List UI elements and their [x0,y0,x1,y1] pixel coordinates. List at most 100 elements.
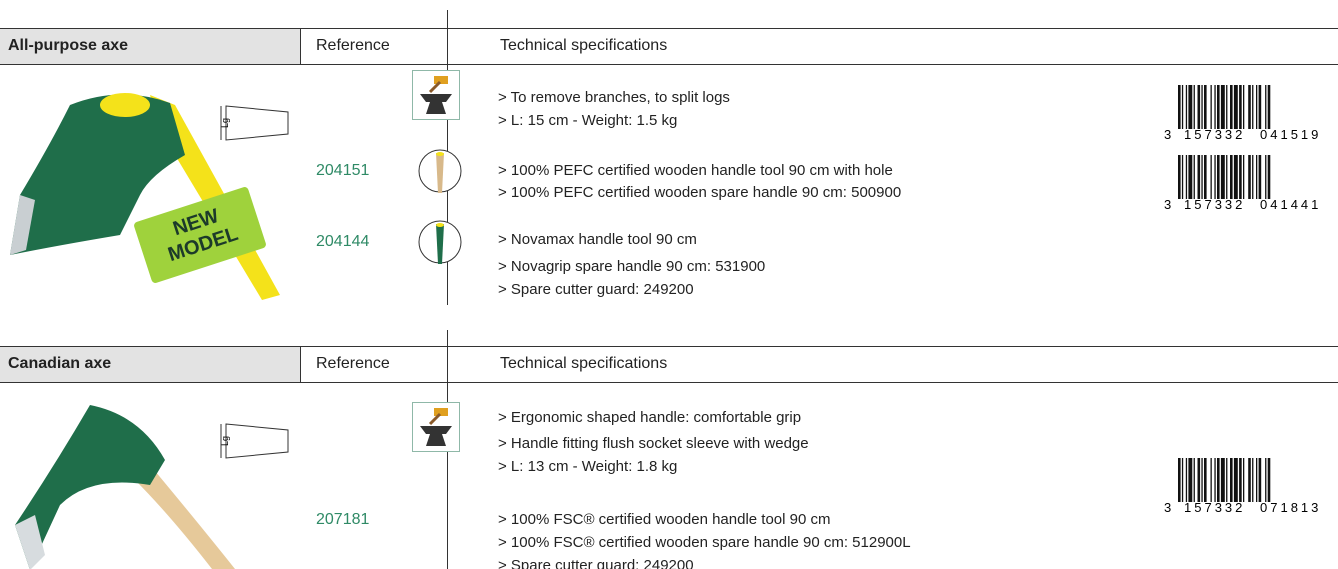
rect [1265,155,1267,199]
rect [1239,85,1242,129]
line [428,412,442,426]
rect [1230,85,1233,129]
rect [1233,155,1238,199]
rect [1267,85,1271,129]
spec-line: > L: 15 cm - Weight: 1.5 kg [498,112,678,129]
rect [1265,85,1267,129]
rect [1258,85,1262,129]
path [225,423,289,459]
rect [1188,155,1193,199]
spec-line: > To remove branches, to split logs [498,89,730,106]
rect [1201,458,1203,502]
rect [1252,155,1254,199]
handle-icon [418,220,462,264]
barcode-digits: 157332 [1184,197,1245,212]
ellipse [436,152,444,156]
rect [1210,458,1212,502]
rect [1204,458,1207,502]
ellipse [436,223,444,227]
rect [1210,85,1212,129]
rect [1252,458,1254,502]
spec-line: > 100% FSC® certified wooden spare handl… [498,534,911,551]
rect [1233,458,1238,502]
rect [1243,85,1245,129]
handle-icon [418,149,462,193]
rect [1239,458,1242,502]
dimension-label: Lg [220,118,230,128]
rect [1248,155,1251,199]
rect [1181,85,1184,129]
rect [1197,85,1201,129]
spec-line: > L: 13 cm - Weight: 1.8 kg [498,458,678,475]
rect [1197,458,1201,502]
rect [1188,458,1193,502]
axe-picture: NEW MODEL [10,93,280,300]
barcode: 3 157332 071813 [1164,458,1318,515]
barcode-digits: 3 [1164,127,1171,142]
barcode: 3 157332 041441 [1164,155,1318,212]
rect [1197,155,1201,199]
rect [1185,155,1188,199]
rect [1265,458,1267,502]
rect [1201,155,1203,199]
rule [300,28,301,64]
section-title: Canadian axe [8,355,112,372]
rect [1188,85,1193,129]
rect [1217,458,1220,502]
header-cell [0,28,300,64]
rect [1220,458,1225,502]
rect [1181,458,1184,502]
rect [1185,85,1188,129]
rect [1193,458,1195,502]
rect [1220,85,1225,129]
rect [1226,458,1228,502]
rect [1243,458,1245,502]
rule [0,64,1338,65]
rect [1256,85,1258,129]
spec-line: > 100% PEFC certified wooden handle tool… [498,162,893,179]
handle-diagram: Lg [220,423,289,459]
rect [1243,155,1245,199]
rect [1256,458,1258,502]
rect [1248,85,1251,129]
rect [1178,155,1181,199]
rect [1258,458,1262,502]
path [436,224,444,264]
barcode-digits: 041519 [1260,127,1321,142]
rect [1239,155,1242,199]
rect [1214,85,1216,129]
rect [1217,155,1220,199]
axe-picture [15,405,235,569]
rect [1252,85,1254,129]
rule [0,28,1338,29]
rule [0,346,1338,347]
rect [1178,85,1181,129]
path [420,426,452,446]
rect [1178,458,1181,502]
rect [1230,458,1233,502]
column-header: Reference [316,355,390,372]
spec-line: > Novamax handle tool 90 cm [498,231,697,248]
rect [1267,458,1271,502]
rect [1193,85,1195,129]
rect [1214,458,1216,502]
spec-line: > 100% FSC® certified wooden handle tool… [498,511,831,528]
rect [1214,155,1216,199]
spec-line: > 100% PEFC certified wooden spare handl… [498,184,902,201]
rect [1201,85,1203,129]
column-header: Reference [316,37,390,54]
barcode: 3 157332 041519 [1164,85,1321,142]
path [225,105,289,141]
rect [1210,155,1212,199]
spec-line: > Spare cutter guard: 249200 [498,557,694,569]
spec-line: > Handle fitting flush socket sleeve wit… [498,435,809,452]
rect [1248,458,1251,502]
path [436,153,444,193]
rect [1193,155,1195,199]
rect [1226,85,1228,129]
rect [1258,155,1262,199]
reference: 204151 [316,162,370,179]
path [420,94,452,114]
rule [0,382,1338,383]
